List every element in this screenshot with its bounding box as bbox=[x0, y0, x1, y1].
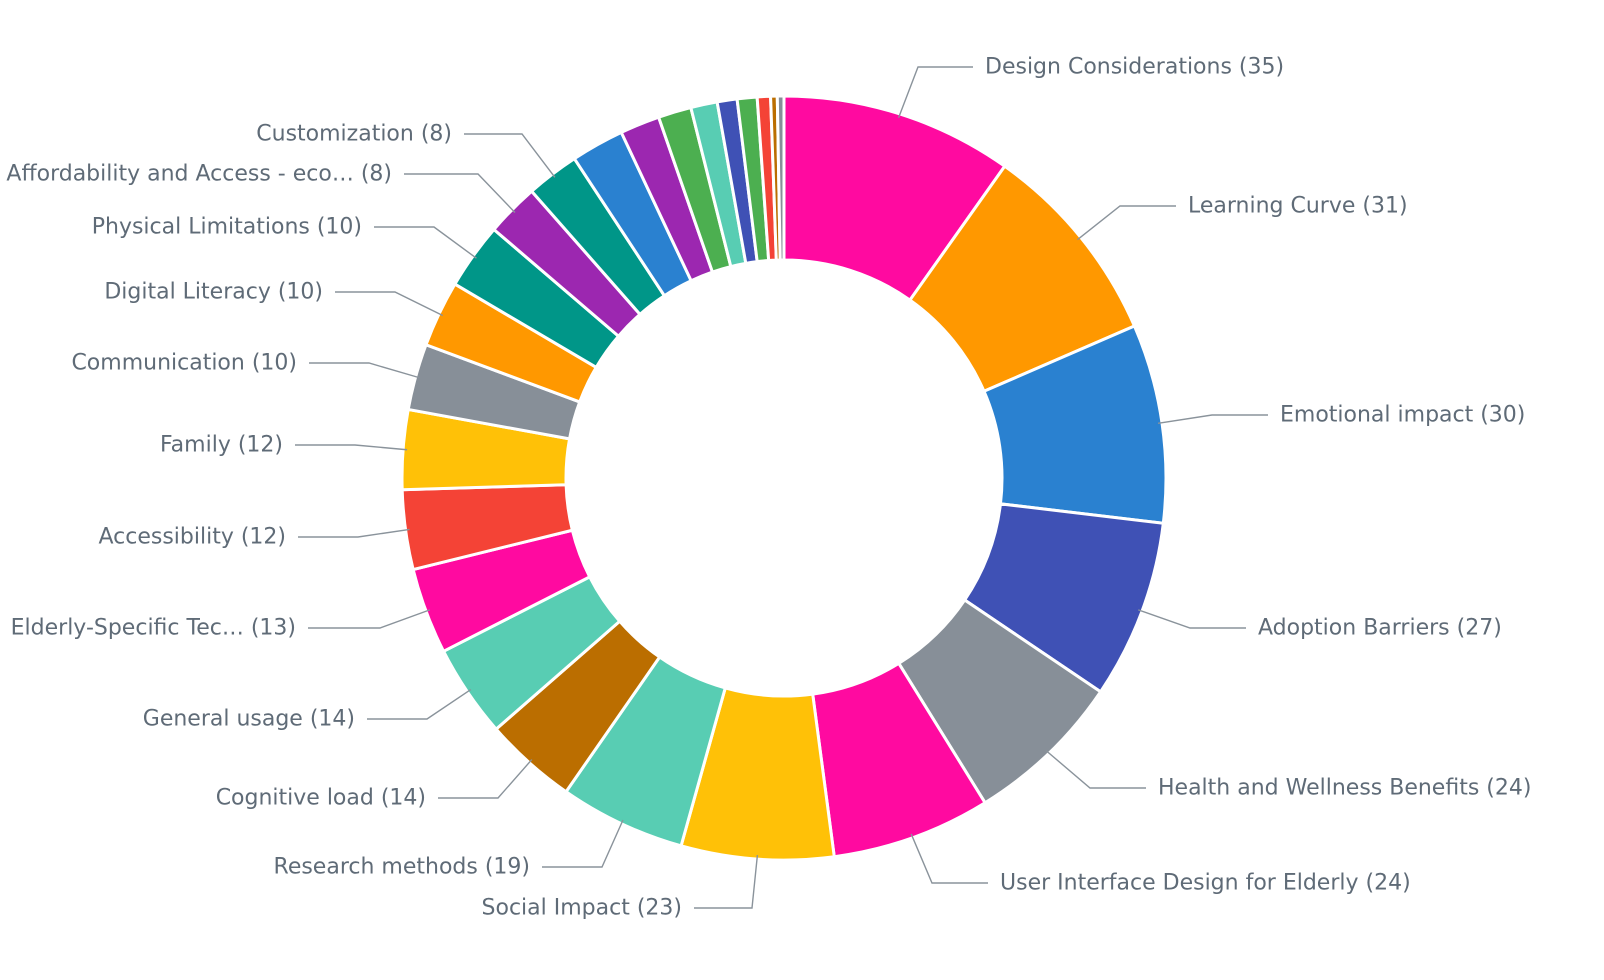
leader-line-affordability-and-access-eco bbox=[404, 173, 516, 213]
label-adoption-barriers: Adoption Barriers (27) bbox=[1258, 616, 1502, 641]
leader-line-customization bbox=[464, 133, 556, 178]
leader-line-design-considerations bbox=[897, 66, 973, 119]
label-cognitive-load: Cognitive load (14) bbox=[216, 786, 426, 811]
leader-line-learning-curve bbox=[1077, 205, 1176, 241]
leader-line-research-methods bbox=[542, 819, 624, 868]
label-customization: Customization (8) bbox=[256, 122, 452, 147]
label-accessibility: Accessibility (12) bbox=[98, 525, 286, 550]
leader-line-communication bbox=[309, 362, 420, 379]
slice-unlabeled-26[interactable] bbox=[775, 94, 786, 262]
label-learning-curve: Learning Curve (31) bbox=[1188, 194, 1408, 219]
leader-line-health-and-wellness-benefits bbox=[1045, 749, 1146, 789]
donut-slices bbox=[400, 94, 1168, 862]
leader-line-general-usage bbox=[367, 688, 472, 720]
label-research-methods: Research methods (19) bbox=[274, 855, 530, 880]
leader-line-physical-limitations bbox=[374, 226, 477, 259]
leader-line-emotional-impact bbox=[1157, 414, 1268, 424]
label-social-impact: Social Impact (23) bbox=[482, 896, 682, 921]
leader-line-digital-literacy bbox=[335, 291, 444, 317]
label-user-interface-design-for-elderly: User Interface Design for Elderly (24) bbox=[1000, 871, 1411, 896]
label-digital-literacy: Digital Literacy (10) bbox=[104, 280, 323, 305]
leader-line-social-impact bbox=[694, 854, 759, 909]
label-leader-lines bbox=[295, 66, 1268, 909]
leader-line-cognitive-load bbox=[438, 759, 533, 799]
label-affordability-and-access-eco: Affordability and Access - eco… (8) bbox=[6, 162, 392, 187]
label-general-usage: General usage (14) bbox=[143, 707, 355, 732]
label-physical-limitations: Physical Limitations (10) bbox=[92, 215, 362, 240]
label-design-considerations: Design Considerations (35) bbox=[985, 55, 1284, 80]
label-family: Family (12) bbox=[160, 433, 283, 458]
label-elderly-specific-tec: Elderly-Specific Tec… (13) bbox=[11, 616, 296, 641]
leader-line-family bbox=[295, 444, 408, 451]
leader-line-adoption-barriers bbox=[1138, 609, 1246, 629]
label-communication: Communication (10) bbox=[71, 351, 297, 376]
label-emotional-impact: Emotional impact (30) bbox=[1280, 403, 1525, 428]
label-health-and-wellness-benefits: Health and Wellness Benefits (24) bbox=[1158, 776, 1531, 801]
leader-line-accessibility bbox=[298, 528, 410, 538]
leader-line-user-interface-design-for-elderly bbox=[910, 833, 988, 884]
leader-line-elderly-specific-tec bbox=[308, 609, 430, 629]
slice-labels: Design Considerations (35) Learning Curve… bbox=[6, 55, 1531, 921]
